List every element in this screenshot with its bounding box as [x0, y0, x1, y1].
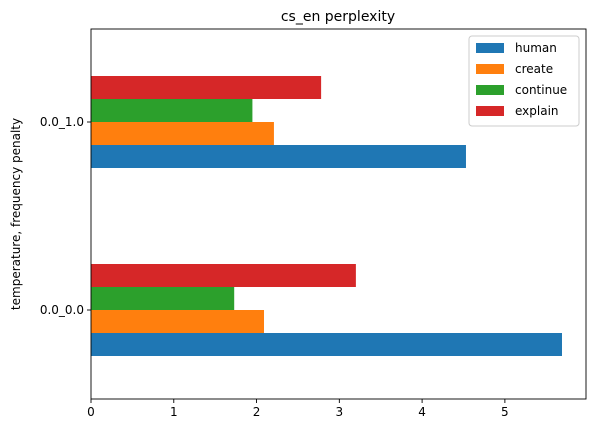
- y-ticks-group: 0.0_0.0 0.0_1.0: [40, 115, 91, 317]
- bar-human-0.0_0.0: [91, 333, 562, 356]
- legend-swatch-explain: [476, 106, 504, 116]
- x-tick-label: 4: [418, 405, 426, 419]
- bars-group: [91, 76, 562, 356]
- x-tick-label: 0: [87, 405, 95, 419]
- bar-continue-0.0_0.0: [91, 287, 235, 310]
- chart-title: cs_en perplexity: [281, 9, 395, 25]
- x-ticks-group: 0 1 2 3 4 5: [87, 399, 509, 419]
- y-tick-label: 0.0_1.0: [40, 115, 84, 129]
- bar-explain-0.0_0.0: [91, 264, 356, 287]
- legend-label-human: human: [515, 41, 557, 55]
- bar-create-0.0_0.0: [91, 310, 265, 333]
- bar-continue-0.0_1.0: [91, 99, 253, 122]
- legend-label-create: create: [515, 62, 553, 76]
- x-tick-label: 1: [170, 405, 178, 419]
- legend-swatch-continue: [476, 85, 504, 95]
- bar-create-0.0_1.0: [91, 122, 274, 145]
- x-tick-label: 3: [336, 405, 344, 419]
- x-tick-label: 5: [501, 405, 509, 419]
- legend-swatch-create: [476, 64, 504, 74]
- legend-box: [468, 35, 580, 127]
- bar-human-0.0_1.0: [91, 145, 466, 168]
- x-tick-label: 2: [253, 405, 261, 419]
- legend-label-explain: explain: [515, 104, 559, 118]
- legend-label-continue: continue: [515, 83, 567, 97]
- y-axis-label: temperature, frequency penalty: [9, 118, 23, 310]
- plot-frame: [90, 28, 587, 400]
- bar-explain-0.0_1.0: [91, 76, 322, 99]
- legend: human create continue explain: [468, 35, 580, 127]
- legend-swatch-human: [476, 43, 504, 53]
- y-tick-label: 0.0_0.0: [40, 303, 84, 317]
